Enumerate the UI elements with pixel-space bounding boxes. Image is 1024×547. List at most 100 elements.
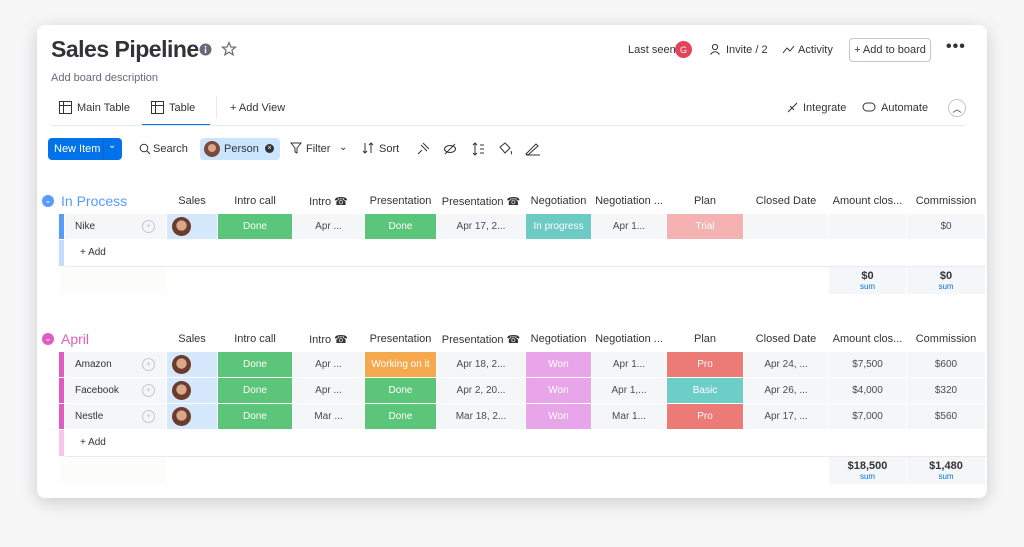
row-color-bar bbox=[59, 404, 64, 429]
divider bbox=[51, 125, 965, 126]
board-description[interactable]: Add board description bbox=[51, 72, 159, 84]
cell[interactable]: Apr 26, ... bbox=[744, 378, 828, 403]
status-cell[interactable]: In progress bbox=[526, 214, 591, 239]
more-menu[interactable]: ••• bbox=[946, 38, 966, 55]
add-to-board-button[interactable]: + Add to board bbox=[849, 38, 931, 62]
activity[interactable]: Activity bbox=[798, 44, 833, 56]
status-cell[interactable]: Pro bbox=[667, 404, 743, 429]
cell[interactable]: $0 bbox=[907, 214, 985, 239]
automate-icon bbox=[862, 102, 876, 112]
cell[interactable]: $4,000 bbox=[829, 378, 906, 403]
sum-label: sum bbox=[938, 472, 954, 481]
automate[interactable]: Automate bbox=[881, 102, 929, 114]
status-cell[interactable]: Won bbox=[526, 352, 591, 377]
board-title[interactable]: Sales Pipeline bbox=[51, 36, 199, 62]
new-item-dropdown[interactable]: ⌄ bbox=[108, 140, 117, 151]
status-cell[interactable]: Trial bbox=[667, 214, 743, 239]
cell[interactable]: Apr 1... bbox=[592, 214, 666, 239]
group-name[interactable]: In Process bbox=[61, 193, 128, 209]
status-cell[interactable]: Working on it bbox=[365, 352, 436, 377]
collapse-button[interactable]: ︿ bbox=[948, 99, 966, 117]
sum-label: sum bbox=[859, 282, 876, 291]
column-header: Intro call bbox=[234, 333, 276, 345]
cell[interactable]: Apr 2, 20... bbox=[437, 378, 525, 403]
add-view[interactable]: + Add View bbox=[230, 102, 286, 114]
status-cell[interactable]: Done bbox=[218, 378, 292, 403]
cell[interactable]: Apr 24, ... bbox=[744, 352, 828, 377]
item-name[interactable]: Nike bbox=[75, 221, 96, 232]
last-seen[interactable]: Last seen bbox=[628, 44, 676, 56]
view-tab-active[interactable]: Table bbox=[169, 102, 196, 114]
cell[interactable]: Apr 18, 2... bbox=[437, 352, 525, 377]
invite[interactable]: Invite / 2 bbox=[726, 44, 768, 56]
column-header: Negotiation bbox=[530, 333, 587, 345]
person[interactable]: Person bbox=[224, 143, 259, 155]
cell[interactable]: Apr ... bbox=[293, 352, 364, 377]
person-avatar bbox=[172, 355, 191, 374]
item-name[interactable]: Amazon bbox=[75, 359, 112, 370]
person-filter-chip[interactable] bbox=[200, 138, 280, 160]
cell[interactable]: Apr 1,... bbox=[592, 378, 666, 403]
cell[interactable]: Apr 17, ... bbox=[744, 404, 828, 429]
column-header: Intro ☎ bbox=[309, 196, 348, 208]
cell[interactable]: Apr ... bbox=[293, 214, 364, 239]
cell[interactable]: $7,000 bbox=[829, 404, 906, 429]
info-icon[interactable] bbox=[199, 43, 212, 56]
column-header: Negotiation ... bbox=[595, 333, 663, 345]
add-item[interactable]: + Add bbox=[80, 247, 106, 258]
cell[interactable]: Apr 1... bbox=[592, 352, 666, 377]
add-item[interactable]: + Add bbox=[80, 437, 106, 448]
status-cell[interactable]: Won bbox=[526, 404, 591, 429]
group-name[interactable]: April bbox=[61, 331, 90, 347]
status-cell[interactable]: Basic bbox=[667, 378, 743, 403]
cell[interactable]: $7,500 bbox=[829, 352, 906, 377]
group-toggle[interactable]: ⌄ bbox=[42, 195, 54, 207]
cell[interactable]: Mar 18, 2... bbox=[437, 404, 525, 429]
status-cell[interactable]: Done bbox=[218, 404, 292, 429]
filter-dropdown[interactable]: ⌄ bbox=[339, 142, 348, 153]
column-header: Commission bbox=[915, 195, 977, 207]
cell[interactable]: Mar ... bbox=[293, 404, 364, 429]
cell[interactable]: $600 bbox=[907, 352, 985, 377]
clear-filter[interactable]: × bbox=[265, 144, 274, 153]
column-header: Negotiation bbox=[530, 195, 587, 207]
row-color-bar bbox=[59, 378, 64, 403]
row-color-bar bbox=[59, 214, 64, 239]
cell[interactable]: $320 bbox=[907, 378, 985, 403]
cell[interactable]: $560 bbox=[907, 404, 985, 429]
view-tab[interactable]: Main Table bbox=[77, 102, 130, 114]
column-header: Closed Date bbox=[755, 333, 817, 345]
status-cell[interactable]: Done bbox=[365, 404, 436, 429]
search-icon bbox=[139, 143, 151, 155]
comment-icon[interactable]: + bbox=[142, 384, 155, 397]
star-icon[interactable] bbox=[221, 41, 237, 57]
cell[interactable]: Apr ... bbox=[293, 378, 364, 403]
status-cell[interactable]: Done bbox=[365, 378, 436, 403]
cell[interactable]: Apr 17, 2... bbox=[437, 214, 525, 239]
search[interactable]: Search bbox=[153, 143, 188, 155]
column-header: Amount clos... bbox=[832, 333, 903, 345]
item-name[interactable]: Facebook bbox=[75, 385, 119, 396]
status-cell[interactable]: Done bbox=[218, 214, 292, 239]
column-header: Plan bbox=[693, 195, 717, 207]
column-header: Sales bbox=[178, 333, 206, 345]
toolbar-icons[interactable] bbox=[416, 142, 546, 156]
comment-icon[interactable]: + bbox=[142, 358, 155, 371]
status-cell[interactable]: Done bbox=[218, 352, 292, 377]
cell[interactable] bbox=[829, 214, 906, 239]
status-cell[interactable]: Done bbox=[365, 214, 436, 239]
status-cell[interactable]: Won bbox=[526, 378, 591, 403]
item-name[interactable]: Nestle bbox=[75, 411, 104, 422]
cell[interactable] bbox=[744, 214, 828, 239]
sort[interactable]: Sort bbox=[379, 143, 400, 155]
status-cell[interactable]: Pro bbox=[667, 352, 743, 377]
user-avatar[interactable]: G bbox=[675, 41, 692, 58]
group-toggle[interactable]: ⌄ bbox=[42, 333, 54, 345]
cell[interactable]: Mar 1... bbox=[592, 404, 666, 429]
row-line bbox=[65, 266, 986, 267]
filter[interactable]: Filter bbox=[306, 143, 331, 155]
comment-icon[interactable]: + bbox=[142, 410, 155, 423]
integrate[interactable]: Integrate bbox=[803, 102, 847, 114]
comment-icon[interactable]: + bbox=[142, 220, 155, 233]
